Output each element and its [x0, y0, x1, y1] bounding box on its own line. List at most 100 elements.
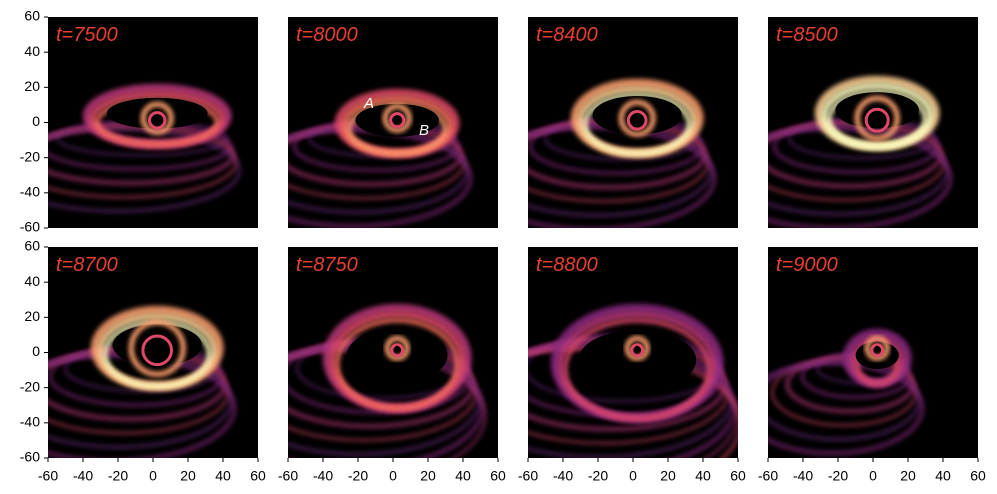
inner-ring — [389, 112, 406, 129]
debris — [768, 360, 925, 456]
panel-label: t=8000 — [296, 24, 358, 46]
x-tick-label: -40 — [313, 468, 333, 484]
x-tick-label: 60 — [490, 468, 506, 484]
panel: t=9000 -60 -40 -20 0 20 40 60 — [758, 247, 986, 484]
disc — [334, 317, 460, 411]
inner-ring — [618, 99, 656, 137]
x-tick-label: 40 — [935, 468, 951, 484]
y-tick-label: -20 — [20, 148, 40, 164]
y-tick-label: 60 — [24, 8, 40, 24]
debris — [288, 348, 487, 458]
y-tick-label: 40 — [24, 43, 40, 59]
inner-ring — [624, 335, 650, 361]
x-tick-label: 0 — [149, 468, 157, 484]
simulation-image — [48, 305, 237, 458]
debris — [48, 127, 242, 214]
y-tick-label: -60 — [20, 449, 40, 465]
panel: t=8700 60 40 20 0 -20 -40 -60 -60 -40 -20 0 20 40 60 — [20, 238, 266, 484]
x-tick-label: -60 — [278, 468, 298, 484]
x-tick-label: -20 — [828, 468, 848, 484]
panel-label: t=8800 — [536, 254, 598, 276]
debris — [528, 347, 738, 458]
annotation: A — [363, 95, 374, 112]
x-tick-label: -20 — [588, 468, 608, 484]
inner-ring — [864, 335, 890, 361]
core — [872, 113, 883, 124]
simulation-image — [48, 83, 242, 214]
inner-ring — [384, 335, 410, 361]
core — [150, 341, 164, 355]
core — [394, 115, 401, 122]
y-tick-label: -60 — [20, 219, 40, 235]
core — [874, 345, 880, 351]
simulation-image — [288, 88, 473, 228]
panel: t=8800 -60 -40 -20 0 20 40 60 — [518, 247, 746, 484]
x-tick-label: -40 — [793, 468, 813, 484]
simulation-image — [768, 328, 925, 456]
x-tick-label: 20 — [180, 468, 196, 484]
debris — [528, 124, 717, 228]
panel: t=8000 A B — [288, 17, 498, 228]
panel-label: t=9000 — [776, 254, 838, 276]
x-tick-label: 60 — [730, 468, 746, 484]
x-tick-label: -40 — [553, 468, 573, 484]
x-tick-label: -20 — [348, 468, 368, 484]
core — [394, 345, 400, 351]
x-tick-label: 0 — [869, 468, 877, 484]
inner-ring — [128, 319, 186, 377]
panel: t=8500 — [768, 17, 978, 228]
panel: t=7500 60 40 20 0 -20 -40 -60 — [20, 8, 258, 235]
inner-ring — [140, 101, 174, 135]
x-tick-label: -60 — [518, 468, 538, 484]
simulation-image — [288, 303, 487, 458]
core — [634, 345, 640, 351]
x-tick-label: -60 — [758, 468, 778, 484]
x-tick-label: 20 — [420, 468, 436, 484]
x-tick-label: 60 — [970, 468, 986, 484]
inner-ring — [141, 334, 173, 367]
y-tick-label: 60 — [24, 238, 40, 254]
x-tick-label: 40 — [215, 468, 231, 484]
core — [153, 114, 161, 122]
y-tick-label: 20 — [24, 78, 40, 94]
debris — [288, 127, 473, 228]
x-tick-label: 60 — [250, 468, 266, 484]
y-tick-label: 0 — [32, 113, 40, 129]
simulation-image — [768, 75, 953, 228]
y-tick-label: 20 — [24, 308, 40, 324]
y-tick-label: -40 — [20, 414, 40, 430]
annotation: B — [419, 122, 429, 139]
panel-label: t=7500 — [56, 24, 118, 46]
x-tick-label: -60 — [38, 468, 58, 484]
y-tick-label: -40 — [20, 184, 40, 200]
x-tick-label: -40 — [73, 468, 93, 484]
y-tick-label: 40 — [24, 273, 40, 289]
y-tick-label: -20 — [20, 378, 40, 394]
x-tick-label: 40 — [695, 468, 711, 484]
x-tick-label: -20 — [108, 468, 128, 484]
debris — [48, 352, 237, 458]
y-tick-label: 0 — [32, 343, 40, 359]
disc — [562, 317, 712, 421]
panel-label: t=8500 — [776, 24, 838, 46]
x-tick-label: 20 — [660, 468, 676, 484]
panel: t=8750 -60 -40 -20 0 20 40 60 — [278, 247, 506, 484]
inner-ring — [382, 103, 412, 133]
inner-ring — [630, 343, 645, 358]
x-tick-label: 20 — [900, 468, 916, 484]
inner-ring — [148, 111, 167, 130]
inner-ring — [864, 107, 890, 133]
panel: t=8400 — [528, 17, 738, 228]
simulation-image — [528, 78, 717, 228]
inner-ring — [626, 109, 648, 131]
x-tick-label: 0 — [629, 468, 637, 484]
x-tick-label: 40 — [455, 468, 471, 484]
simulation-image — [528, 303, 738, 458]
x-tick-label: 0 — [389, 468, 397, 484]
inner-ring — [870, 343, 885, 358]
panel-label: t=8400 — [536, 24, 598, 46]
core — [633, 114, 642, 123]
panel-label: t=8700 — [56, 254, 118, 276]
inner-ring — [854, 95, 900, 141]
